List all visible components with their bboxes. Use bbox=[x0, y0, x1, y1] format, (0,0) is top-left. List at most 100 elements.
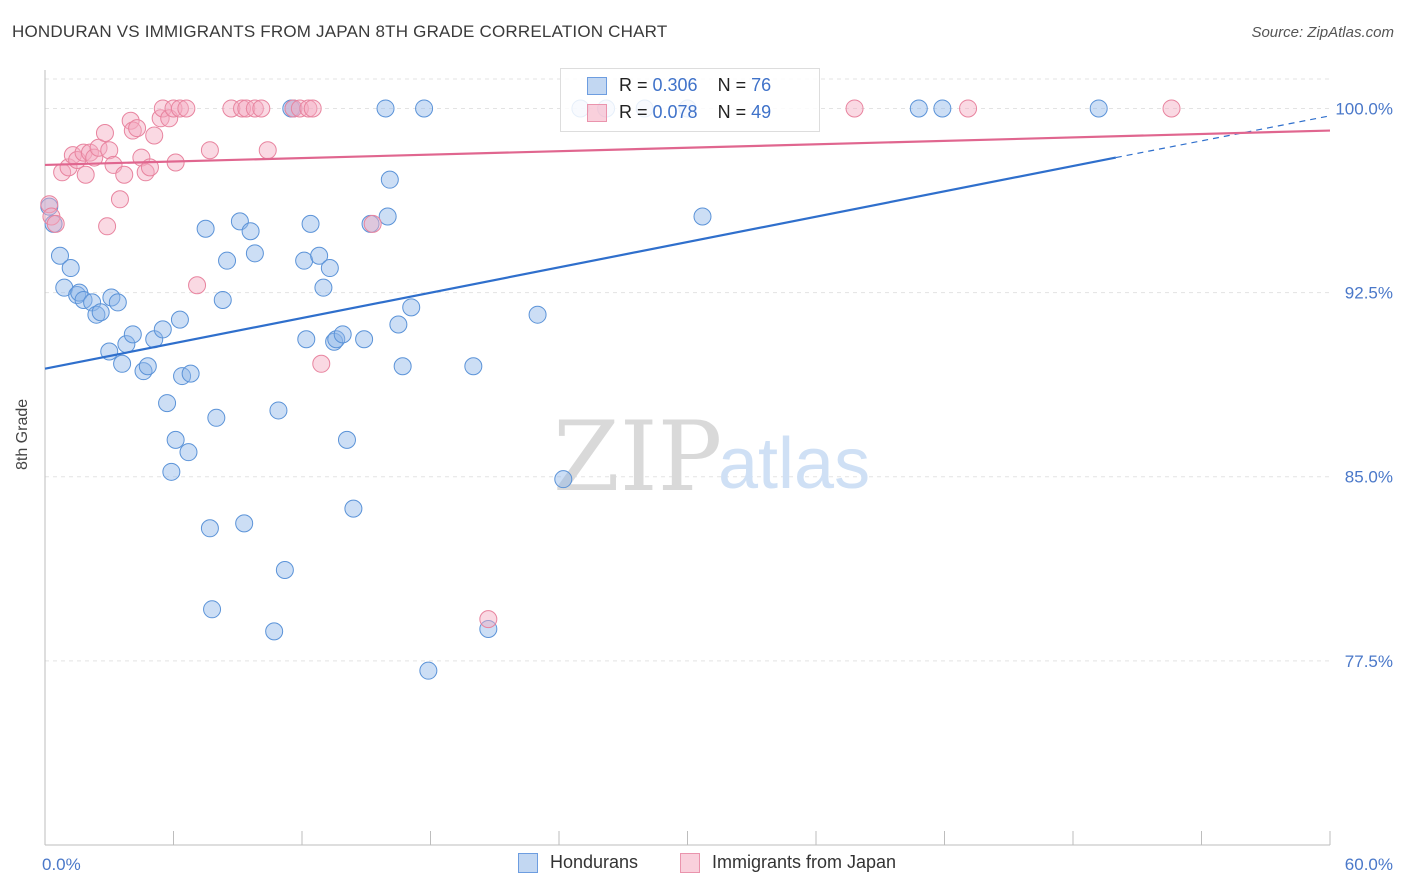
japan-point bbox=[200, 141, 219, 160]
japan-point bbox=[110, 190, 129, 209]
legend-n-value: 49 bbox=[751, 102, 772, 122]
japan-point bbox=[95, 124, 114, 143]
y-tick-label: 100.0% bbox=[1335, 99, 1393, 118]
honduran-point bbox=[333, 325, 352, 344]
honduran-point bbox=[196, 219, 215, 238]
honduran-point bbox=[241, 222, 260, 241]
legend-n-label: N = bbox=[717, 102, 752, 122]
honduran-point bbox=[123, 325, 142, 344]
honduran-point bbox=[314, 278, 333, 297]
honduran-point bbox=[320, 259, 339, 278]
legend: R = 0.306 N = 76 R = 0.078 N = 49 bbox=[560, 68, 820, 132]
japan-point bbox=[312, 354, 331, 373]
japan-point bbox=[959, 99, 978, 118]
japan-point bbox=[299, 99, 318, 118]
honduran-point bbox=[301, 214, 320, 233]
honduran-point bbox=[337, 430, 356, 449]
japan-point bbox=[85, 148, 104, 167]
japan-point bbox=[115, 165, 134, 184]
honduran-point bbox=[355, 330, 374, 349]
honduran-point bbox=[933, 99, 952, 118]
watermark-atlas: atlas bbox=[718, 424, 870, 504]
japan-point bbox=[170, 99, 189, 118]
japan-point bbox=[845, 99, 864, 118]
honduran-point bbox=[554, 470, 573, 489]
honduran-point bbox=[378, 207, 397, 226]
japan-point bbox=[46, 214, 65, 233]
japan-point bbox=[76, 165, 95, 184]
bottom-legend-swatch-blue bbox=[518, 853, 538, 873]
japan-point bbox=[479, 610, 498, 629]
japan-point bbox=[128, 119, 147, 138]
honduran-point bbox=[479, 619, 498, 638]
honduran-point bbox=[179, 443, 198, 462]
chart-title: HONDURAN VS IMMIGRANTS FROM JAPAN 8TH GR… bbox=[12, 22, 668, 41]
legend-n-value: 76 bbox=[751, 75, 772, 95]
source-label: Source: ZipAtlas.com bbox=[1251, 24, 1394, 41]
honduran-point bbox=[153, 320, 172, 339]
honduran-point bbox=[419, 661, 438, 680]
x-tick-label-max: 60.0% bbox=[1345, 855, 1393, 874]
japan-trend-line bbox=[44, 129, 1331, 167]
honduran-point bbox=[528, 305, 547, 324]
legend-n-label: N = bbox=[717, 75, 752, 95]
honduran-trend-line bbox=[44, 156, 1117, 370]
honduran-point bbox=[200, 519, 219, 538]
japan-point bbox=[188, 276, 207, 295]
legend-r-label: R = bbox=[619, 75, 653, 95]
honduran-point bbox=[138, 357, 157, 376]
honduran-point bbox=[269, 401, 288, 420]
honduran-point bbox=[61, 259, 80, 278]
japan-point bbox=[177, 99, 196, 118]
japan-point bbox=[245, 99, 264, 118]
japan-point bbox=[258, 141, 277, 160]
honduran-point bbox=[158, 394, 177, 413]
x-tick-label-min: 0.0% bbox=[42, 855, 81, 874]
japan-point bbox=[252, 99, 271, 118]
legend-r-value: 0.306 bbox=[652, 75, 698, 95]
honduran-point bbox=[310, 246, 329, 265]
honduran-point bbox=[295, 251, 314, 270]
japan-point bbox=[363, 214, 382, 233]
honduran-point bbox=[415, 99, 434, 118]
data-points bbox=[40, 99, 1181, 680]
honduran-point bbox=[181, 364, 200, 383]
honduran-point bbox=[218, 251, 237, 270]
honduran-point bbox=[1089, 99, 1108, 118]
honduran-point bbox=[402, 298, 421, 317]
trend-lines bbox=[44, 115, 1331, 370]
honduran-point bbox=[113, 354, 132, 373]
honduran-point bbox=[265, 622, 284, 641]
honduran-point bbox=[207, 408, 226, 427]
honduran-point bbox=[91, 303, 110, 322]
honduran-point bbox=[203, 600, 222, 619]
honduran-point bbox=[245, 244, 264, 263]
watermark: ZIP atlas bbox=[553, 401, 870, 513]
y-tick-label: 77.5% bbox=[1345, 652, 1393, 671]
honduran-point bbox=[50, 246, 69, 265]
watermark-zip: ZIP bbox=[553, 401, 722, 513]
honduran-point bbox=[170, 310, 189, 329]
honduran-point bbox=[693, 207, 712, 226]
japan-point bbox=[284, 99, 303, 118]
japan-point bbox=[145, 126, 164, 145]
honduran-point bbox=[213, 290, 232, 309]
tick-labels: 77.5% 85.0% 92.5% 100.0% 0.0% 60.0% bbox=[42, 99, 1393, 874]
bottom-legend-swatch-pink bbox=[680, 853, 700, 873]
y-tick-label: 85.0% bbox=[1345, 468, 1393, 487]
japan-point bbox=[233, 99, 252, 118]
legend-r-label: R = bbox=[619, 102, 653, 122]
gridlines bbox=[45, 78, 1330, 662]
honduran-point bbox=[297, 330, 316, 349]
japan-point bbox=[1162, 99, 1181, 118]
honduran-point bbox=[235, 514, 254, 533]
japan-point bbox=[98, 217, 117, 236]
honduran-point bbox=[376, 99, 395, 118]
legend-r-value: 0.078 bbox=[652, 102, 698, 122]
honduran-point bbox=[909, 99, 928, 118]
japan-point bbox=[222, 99, 241, 118]
legend-swatch-pink bbox=[587, 104, 607, 122]
honduran-point bbox=[389, 315, 408, 334]
honduran-point bbox=[108, 293, 127, 312]
